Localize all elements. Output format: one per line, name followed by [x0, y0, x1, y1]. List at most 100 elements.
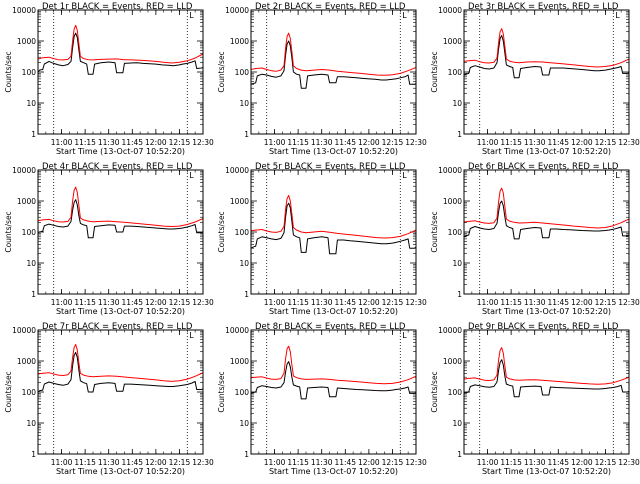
x-tick-label: 11:00 [51, 298, 73, 307]
x-tick-label: 12:00 [571, 298, 593, 307]
y-tick-label: 10000 [438, 166, 462, 175]
panel-title: Det 8r BLACK = Events, RED = LLD [255, 322, 406, 332]
x-tick-label: 11:45 [547, 298, 569, 307]
y-tick-label: 10 [239, 99, 249, 108]
x-tick-label: 12:15 [169, 298, 191, 307]
panel-9: Det 9r BLACK = Events, RED = LLD 1 10 100 10… [430, 322, 640, 476]
y-tick-label: 100 [235, 388, 250, 397]
panel-6: Det 6r BLACK = Events, RED = LLD 1 10 100 10… [430, 162, 640, 316]
y-tick-label: 10000 [12, 166, 36, 175]
x-tick-label: 11:15 [287, 138, 309, 147]
x-tick-label: 11:00 [51, 138, 73, 147]
plot-frame [250, 9, 417, 135]
x-tick-label: 12:15 [595, 458, 617, 467]
panel-1: Det 1r BLACK = Events, RED = LLD 1 10 100 10… [4, 2, 214, 156]
y-tick-label: 1 [244, 290, 249, 299]
panel-title: Det 3r BLACK = Events, RED = LLD [468, 2, 619, 12]
y-tick-label: 1 [244, 450, 249, 459]
x-tick-label: 12:00 [145, 138, 167, 147]
x-tick-label: 11:45 [334, 138, 356, 147]
y-tick-label: 1000 [230, 197, 249, 206]
panel-2: Det 2r BLACK = Events, RED = LLD 1 10 100 10… [217, 2, 427, 156]
y-tick-label: 10 [26, 99, 36, 108]
x-tick-label: 11:15 [287, 298, 309, 307]
y-axis-label: Counts/sec [430, 371, 439, 412]
plot-frame [463, 9, 630, 135]
y-tick-label: 1 [457, 450, 462, 459]
series-line-events [464, 200, 629, 240]
x-tick-label: 11:00 [264, 138, 286, 147]
plot-frame [463, 329, 630, 455]
x-tick-label: 11:00 [264, 458, 286, 467]
y-tick-label: 1000 [443, 37, 462, 46]
plot-frame [250, 169, 417, 295]
series-line-lld [38, 344, 203, 382]
y-tick-label: 1 [31, 290, 36, 299]
x-tick-label: 12:15 [382, 458, 404, 467]
y-axis-label: Counts/sec [4, 371, 13, 412]
x-tick-label: 12:30 [618, 138, 640, 147]
x-axis-label: Start Time (13-Oct-07 10:52:20) [269, 467, 398, 476]
y-tick-label: 10 [26, 419, 36, 428]
x-tick-label: 12:15 [595, 298, 617, 307]
y-tick-label: 1000 [443, 197, 462, 206]
y-tick-label: 10 [26, 259, 36, 268]
x-tick-label: 11:30 [524, 298, 546, 307]
series-line-lld [251, 32, 416, 76]
panel-title: Det 1r BLACK = Events, RED = LLD [42, 2, 193, 12]
y-tick-label: 10000 [12, 6, 36, 15]
y-axis-label: Counts/sec [430, 51, 439, 92]
panel-4: Det 4r BLACK = Events, RED = LLD 1 10 100 10… [4, 162, 214, 316]
y-tick-label: 10000 [438, 6, 462, 15]
y-axis-label: Counts/sec [4, 211, 13, 252]
y-tick-label: 1 [244, 130, 249, 139]
y-tick-label: 100 [22, 388, 37, 397]
series-line-lld [464, 347, 629, 385]
y-tick-label: 1000 [17, 357, 36, 366]
legend-marker: L [189, 171, 194, 180]
y-axis-label: Counts/sec [217, 371, 226, 412]
series-line-lld [464, 187, 629, 229]
y-tick-label: 100 [22, 228, 37, 237]
legend-marker: L [615, 11, 620, 20]
legend-marker: L [402, 331, 407, 340]
x-tick-label: 11:45 [121, 458, 143, 467]
x-axis-label: Start Time (13-Oct-07 10:52:20) [269, 147, 398, 156]
plot-frame [463, 169, 630, 295]
panel-title: Det 7r BLACK = Events, RED = LLD [42, 322, 193, 332]
x-tick-label: 12:00 [358, 298, 380, 307]
y-tick-label: 1000 [17, 197, 36, 206]
y-tick-label: 10 [452, 419, 462, 428]
x-tick-label: 11:30 [524, 138, 546, 147]
x-tick-label: 12:15 [382, 298, 404, 307]
x-tick-label: 12:00 [145, 458, 167, 467]
plot-frame [37, 329, 204, 455]
x-tick-label: 12:00 [571, 138, 593, 147]
series-line-events [38, 32, 203, 75]
x-tick-label: 12:30 [405, 298, 427, 307]
x-axis-label: Start Time (13-Oct-07 10:52:20) [56, 467, 185, 476]
x-tick-label: 12:30 [618, 298, 640, 307]
panel-title: Det 2r BLACK = Events, RED = LLD [255, 2, 406, 12]
legend-marker: L [189, 331, 194, 340]
x-tick-label: 12:15 [169, 458, 191, 467]
x-tick-label: 11:45 [121, 138, 143, 147]
x-tick-label: 12:00 [358, 458, 380, 467]
x-tick-label: 12:30 [192, 298, 214, 307]
y-tick-label: 10 [239, 259, 249, 268]
y-tick-label: 1 [31, 130, 36, 139]
x-tick-label: 11:30 [98, 138, 120, 147]
series-line-lld [38, 24, 203, 64]
legend-marker: L [615, 171, 620, 180]
y-tick-label: 10000 [225, 166, 249, 175]
x-tick-label: 11:15 [500, 138, 522, 147]
series-line-events [38, 351, 203, 393]
series-line-lld [251, 345, 416, 385]
y-tick-label: 10000 [438, 326, 462, 335]
y-tick-label: 10 [239, 419, 249, 428]
x-tick-label: 11:15 [74, 138, 96, 147]
y-tick-label: 1000 [17, 37, 36, 46]
panel-title: Det 9r BLACK = Events, RED = LLD [468, 322, 619, 332]
